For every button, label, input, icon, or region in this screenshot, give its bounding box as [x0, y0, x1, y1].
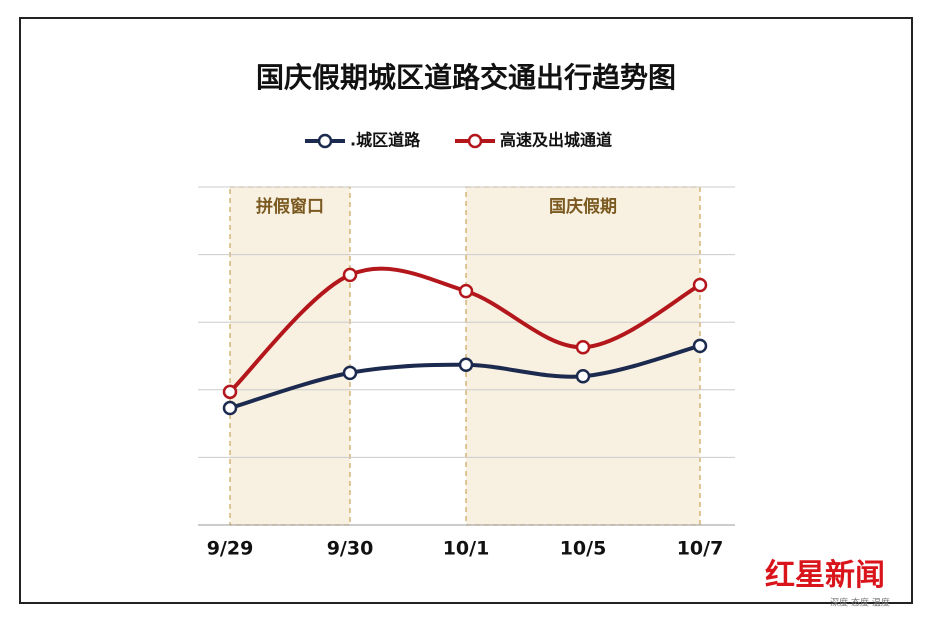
point [222, 384, 238, 400]
point [222, 400, 238, 416]
slogan: 深度 态度 温度 [830, 597, 890, 609]
chart-title: 国庆假期城区道路交通出行趋势图 [256, 61, 676, 94]
x-tick-label: 10/7 [677, 538, 724, 560]
point [342, 267, 358, 283]
legend-label: 高速及出城通道 [500, 131, 612, 150]
point [692, 277, 708, 293]
point [458, 357, 474, 373]
x-tick-label: 10/1 [443, 538, 490, 560]
point [692, 338, 708, 354]
point [575, 369, 591, 384]
point [342, 365, 358, 381]
legend-marker [467, 133, 483, 149]
x-tick-label: 9/29 [207, 538, 254, 560]
period-label: 拼假窗口 [256, 196, 324, 217]
x-tick-label: 10/5 [560, 538, 607, 560]
legend-label: .城区道路 [350, 131, 421, 150]
period-label: 国庆假期 [549, 196, 617, 217]
brand: 红星新闻 [765, 558, 885, 593]
period-band [229, 186, 351, 526]
point [575, 339, 591, 355]
legend-marker [317, 133, 333, 149]
x-tick-label: 9/30 [327, 538, 374, 560]
point [458, 283, 474, 299]
